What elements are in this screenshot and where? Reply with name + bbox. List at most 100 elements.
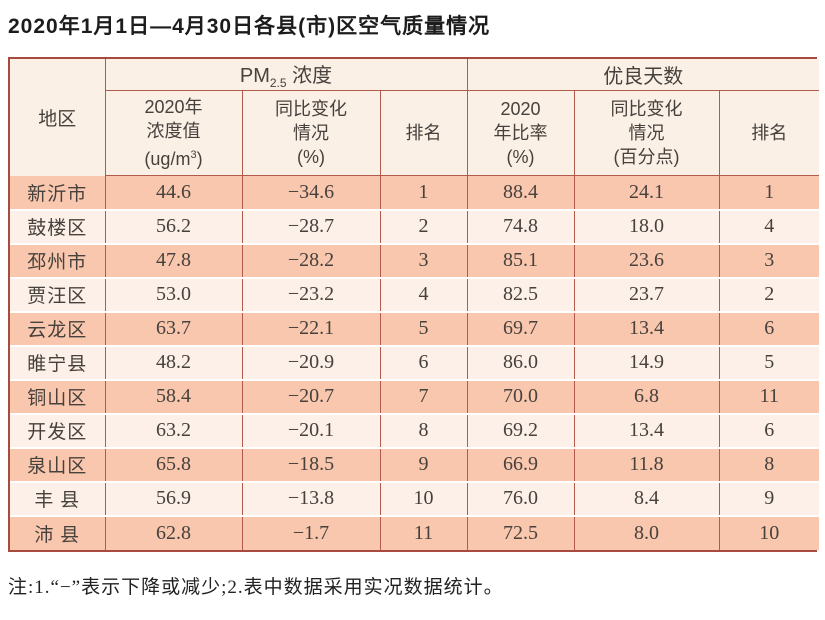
cell-good-rate: 74.8 bbox=[467, 208, 575, 244]
cell-pm-value: 48.2 bbox=[105, 344, 243, 380]
cell-good-rank: 6 bbox=[719, 310, 820, 346]
cell-good-rate: 66.9 bbox=[467, 446, 575, 482]
table-row: 开发区 63.2 −20.1 8 69.2 13.4 6 bbox=[10, 412, 820, 448]
table-row: 丰 县 56.9 −13.8 10 76.0 8.4 9 bbox=[10, 480, 820, 516]
cell-pm-value: 44.6 bbox=[105, 175, 243, 210]
unit-suffix: ) bbox=[196, 149, 203, 169]
cell-pm-change: −28.2 bbox=[242, 242, 381, 278]
cell-region: 邳州市 bbox=[10, 242, 106, 278]
cell-region: 丰 县 bbox=[10, 480, 106, 516]
cell-good-rate: 69.2 bbox=[467, 412, 575, 448]
table-row: 铜山区 58.4 −20.7 7 70.0 6.8 11 bbox=[10, 378, 820, 414]
pm-subscript: 2.5 bbox=[269, 76, 287, 90]
cell-region: 睢宁县 bbox=[10, 344, 106, 380]
cell-pm-value: 56.2 bbox=[105, 208, 243, 244]
pm-label: PM bbox=[239, 65, 270, 87]
cell-pm-value: 58.4 bbox=[105, 378, 243, 414]
cell-pm-rank: 7 bbox=[380, 378, 468, 414]
header-group-good-days: 优良天数 bbox=[467, 59, 820, 91]
cell-good-rate: 76.0 bbox=[467, 480, 575, 516]
cell-pm-change: −22.1 bbox=[242, 310, 381, 346]
header-line: 2020年 bbox=[144, 97, 203, 117]
cell-region: 贾汪区 bbox=[10, 276, 106, 312]
header-line: 2020 bbox=[500, 99, 541, 119]
cell-region: 开发区 bbox=[10, 412, 106, 448]
cell-pm-value: 53.0 bbox=[105, 276, 243, 312]
cell-good-rank: 1 bbox=[719, 175, 820, 210]
header-group-row: 地区 PM2.5 浓度 优良天数 bbox=[10, 59, 820, 176]
cell-pm-change: −20.9 bbox=[242, 344, 381, 380]
table-row: 贾汪区 53.0 −23.2 4 82.5 23.7 2 bbox=[10, 276, 820, 312]
cell-region: 云龙区 bbox=[10, 310, 106, 346]
pm-label-suffix: 浓度 bbox=[286, 65, 333, 87]
cell-good-change: 24.1 bbox=[574, 175, 720, 210]
cell-pm-rank: 2 bbox=[380, 208, 468, 244]
header-pm-rank: 排名 bbox=[380, 90, 468, 176]
header-good-rank: 排名 bbox=[719, 90, 820, 176]
cell-pm-value: 63.2 bbox=[105, 412, 243, 448]
cell-pm-value: 63.7 bbox=[105, 310, 243, 346]
header-sub-row: 2020年 浓度值 (ug/m3) 同比变化 情况 (%) 排名 2020 年比… bbox=[10, 90, 820, 176]
cell-pm-value: 56.9 bbox=[105, 480, 243, 516]
cell-good-rate: 72.5 bbox=[467, 514, 575, 550]
cell-pm-rank: 1 bbox=[380, 175, 468, 210]
cell-good-rank: 5 bbox=[719, 344, 820, 380]
cell-region: 沛 县 bbox=[10, 514, 106, 550]
cell-region: 鼓楼区 bbox=[10, 208, 106, 244]
header-pm-value: 2020年 浓度值 (ug/m3) bbox=[105, 90, 243, 176]
cell-good-rate: 86.0 bbox=[467, 344, 575, 380]
cell-good-rank: 8 bbox=[719, 446, 820, 482]
cell-good-change: 18.0 bbox=[574, 208, 720, 244]
cell-pm-rank: 6 bbox=[380, 344, 468, 380]
cell-good-rank: 4 bbox=[719, 208, 820, 244]
cell-pm-value: 62.8 bbox=[105, 514, 243, 550]
cell-region: 铜山区 bbox=[10, 378, 106, 414]
header-line-unit: (ug/m3) bbox=[106, 143, 242, 171]
cell-good-rate: 85.1 bbox=[467, 242, 575, 278]
cell-pm-change: −20.7 bbox=[242, 378, 381, 414]
cell-pm-rank: 5 bbox=[380, 310, 468, 346]
footnote: 注:1.“−”表示下降或减少;2.表中数据采用实况数据统计。 bbox=[8, 576, 504, 598]
header-line: 情况 bbox=[293, 123, 329, 143]
unit-superscript: 3 bbox=[190, 149, 197, 161]
cell-good-rank: 2 bbox=[719, 276, 820, 312]
cell-region: 新沂市 bbox=[10, 175, 106, 210]
cell-pm-change: −28.7 bbox=[242, 208, 381, 244]
header-good-rate: 2020 年比率 (%) bbox=[467, 90, 575, 176]
cell-good-change: 13.4 bbox=[574, 412, 720, 448]
cell-good-change: 6.8 bbox=[574, 378, 720, 414]
cell-good-change: 13.4 bbox=[574, 310, 720, 346]
table-row: 云龙区 63.7 −22.1 5 69.7 13.4 6 bbox=[10, 310, 820, 346]
cell-good-change: 11.8 bbox=[574, 446, 720, 482]
cell-pm-value: 47.8 bbox=[105, 242, 243, 278]
header-group-pm25: PM2.5 浓度 bbox=[105, 59, 468, 91]
cell-pm-rank: 11 bbox=[380, 514, 468, 550]
cell-good-change: 8.4 bbox=[574, 480, 720, 516]
cell-good-change: 23.6 bbox=[574, 242, 720, 278]
cell-good-rank: 3 bbox=[719, 242, 820, 278]
cell-pm-change: −13.8 bbox=[242, 480, 381, 516]
cell-pm-value: 65.8 bbox=[105, 446, 243, 482]
cell-good-change: 8.0 bbox=[574, 514, 720, 550]
header-line: 情况 bbox=[628, 123, 665, 143]
table-row: 新沂市 44.6 −34.6 1 88.4 24.1 1 bbox=[10, 175, 820, 210]
cell-good-rank: 11 bbox=[719, 378, 820, 414]
table-row: 鼓楼区 56.2 −28.7 2 74.8 18.0 4 bbox=[10, 208, 820, 244]
table-header: 地区 PM2.5 浓度 优良天数 2020年 浓度值 (ug/m3) 同比变化 … bbox=[10, 59, 820, 176]
header-pm-change: 同比变化 情况 (%) bbox=[242, 90, 381, 176]
cell-good-change: 14.9 bbox=[574, 344, 720, 380]
cell-pm-rank: 3 bbox=[380, 242, 468, 278]
cell-good-change: 23.7 bbox=[574, 276, 720, 312]
cell-pm-change: −1.7 bbox=[242, 514, 381, 550]
cell-pm-rank: 4 bbox=[380, 276, 468, 312]
cell-pm-rank: 8 bbox=[380, 412, 468, 448]
header-line: 同比变化 bbox=[275, 99, 347, 119]
cell-region: 泉山区 bbox=[10, 446, 106, 482]
cell-good-rate: 88.4 bbox=[467, 175, 575, 210]
header-line: (百分点) bbox=[613, 147, 680, 167]
air-quality-table-frame: 地区 PM2.5 浓度 优良天数 2020年 浓度值 (ug/m3) 同比变化 … bbox=[8, 57, 820, 552]
air-quality-table: 地区 PM2.5 浓度 优良天数 2020年 浓度值 (ug/m3) 同比变化 … bbox=[10, 59, 820, 550]
cell-good-rank: 6 bbox=[719, 412, 820, 448]
header-line: 年比率 bbox=[493, 123, 548, 143]
